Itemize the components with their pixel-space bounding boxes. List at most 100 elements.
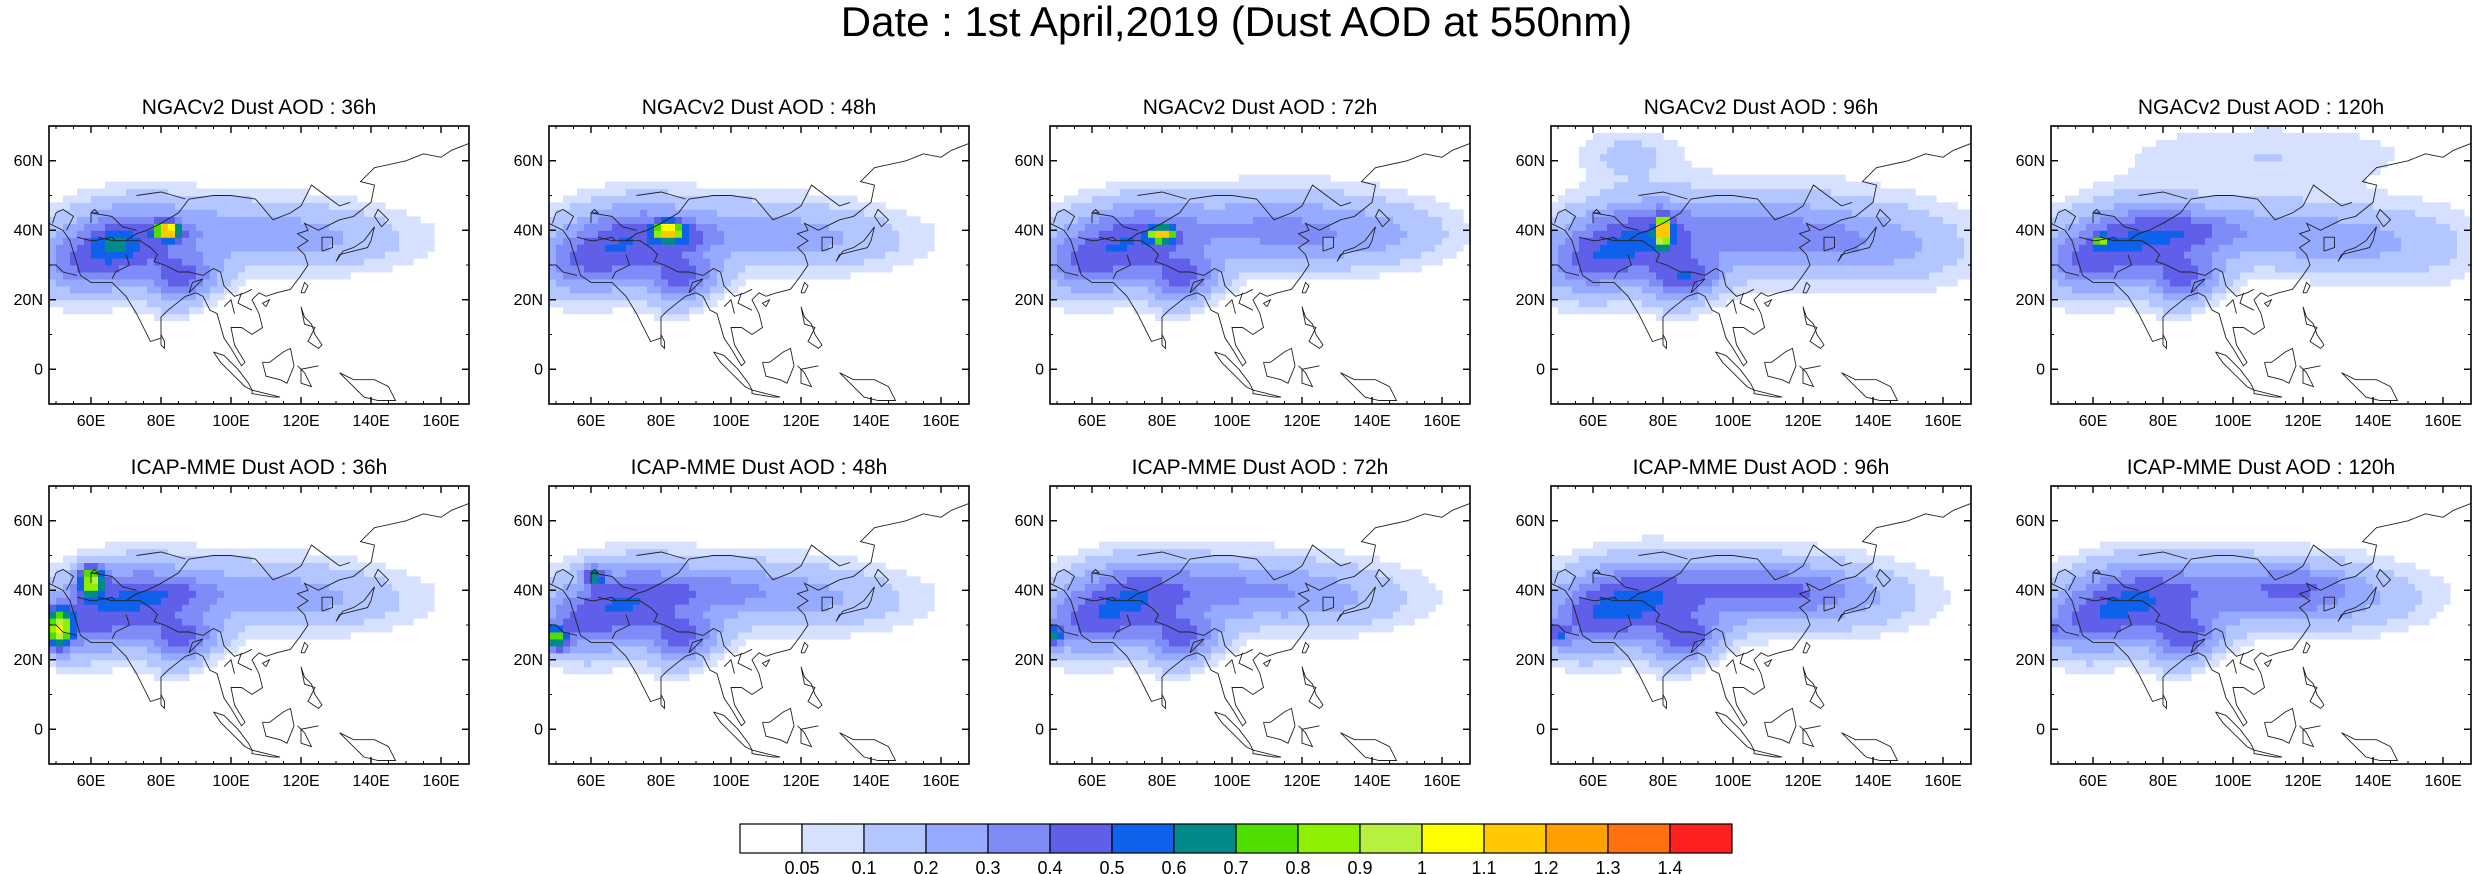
panel-title: NGACv2 Dust AOD : 48h <box>642 96 877 119</box>
lon-tick-label: 100E <box>1213 773 1250 790</box>
colorbar-box <box>1483 823 1547 854</box>
map-panel-icap-mme-72h: ICAP-MME Dust AOD : 72h 60N 40N 20N 0 60E 80E 1… <box>1015 456 1471 790</box>
coastlines <box>548 502 970 761</box>
lat-tick-label: 0 <box>2036 361 2045 378</box>
lat-tick-label: 20N <box>1516 652 1545 669</box>
lon-tick-label: 160E <box>1924 413 1961 430</box>
lat-tick-label: 20N <box>514 292 543 309</box>
lon-tick-label: 60E <box>1078 413 1106 430</box>
dust-aod-field <box>49 181 435 322</box>
lat-tick-label: 20N <box>1015 652 1044 669</box>
lon-tick-label: 140E <box>1854 773 1891 790</box>
lon-tick-label: 160E <box>922 773 959 790</box>
colorbar-box <box>1421 823 1485 854</box>
lon-tick-label: 100E <box>712 413 749 430</box>
lon-tick-label: 80E <box>1148 413 1176 430</box>
lon-tick-label: 60E <box>1078 773 1106 790</box>
lat-tick-label: 40N <box>14 582 43 599</box>
lon-tick-label: 80E <box>1649 773 1677 790</box>
lat-tick-label: 20N <box>2016 652 2045 669</box>
colorbar-box <box>1173 823 1237 854</box>
dust-aod-field <box>2051 126 2472 322</box>
lat-tick-label: 40N <box>1516 222 1545 239</box>
coastlines <box>1550 502 1972 761</box>
lat-tick-label: 60N <box>514 513 543 530</box>
colorbar-label: 1 <box>1417 858 1427 874</box>
panel-title: ICAP-MME Dust AOD : 36h <box>131 456 388 479</box>
lon-tick-label: 80E <box>647 773 675 790</box>
lon-tick-label: 100E <box>212 773 249 790</box>
panel-title: NGACv2 Dust AOD : 96h <box>1644 96 1879 119</box>
lon-tick-label: 60E <box>577 413 605 430</box>
dust-aod-field <box>549 181 935 322</box>
colorbar-box <box>801 823 865 854</box>
dust-aod-field <box>1551 534 1951 682</box>
coastlines <box>48 502 470 761</box>
lat-tick-label: 40N <box>1015 582 1044 599</box>
panel-title: ICAP-MME Dust AOD : 48h <box>631 456 888 479</box>
colorbar-label: 1.1 <box>1471 858 1496 874</box>
lat-tick-label: 0 <box>1536 361 1545 378</box>
lat-tick-label: 0 <box>34 721 43 738</box>
lat-tick-label: 40N <box>2016 222 2045 239</box>
lat-tick-label: 20N <box>1516 292 1545 309</box>
panel-title: NGACv2 Dust AOD : 120h <box>2138 96 2384 119</box>
lon-tick-label: 120E <box>2284 773 2321 790</box>
panel-title: ICAP-MME Dust AOD : 72h <box>1132 456 1389 479</box>
lat-tick-label: 20N <box>2016 292 2045 309</box>
map-panel-ngacv2-120h: NGACv2 Dust AOD : 120h 60N 40N 20N 0 60E 80E 10… <box>2016 96 2472 430</box>
map-panel-icap-mme-96h: ICAP-MME Dust AOD : 96h 60N 40N 20N 0 60E 80E 1… <box>1516 456 1972 790</box>
lat-tick-label: 0 <box>1035 721 1044 738</box>
colorbar-label: 1.2 <box>1533 858 1558 874</box>
lon-tick-label: 60E <box>2079 773 2107 790</box>
colorbar-box <box>1607 823 1671 854</box>
lon-tick-label: 140E <box>2354 413 2391 430</box>
colorbar-box <box>925 823 989 854</box>
lat-tick-label: 40N <box>1015 222 1044 239</box>
dust-aod-field <box>1050 174 1471 322</box>
lon-tick-label: 60E <box>1579 773 1607 790</box>
lon-tick-label: 120E <box>1283 773 1320 790</box>
lon-tick-label: 140E <box>2354 773 2391 790</box>
panel-title: NGACv2 Dust AOD : 72h <box>1143 96 1378 119</box>
lat-tick-label: 60N <box>1015 153 1044 170</box>
colorbar-label: 0.8 <box>1285 858 1310 874</box>
lon-tick-label: 120E <box>1283 413 1320 430</box>
lon-tick-label: 100E <box>1213 413 1250 430</box>
map-panel-ngacv2-96h: NGACv2 Dust AOD : 96h 60N 40N 20N 0 60E 80E 100… <box>1516 96 1972 430</box>
lon-tick-label: 80E <box>2149 773 2177 790</box>
colorbar-box <box>1297 823 1361 854</box>
dust-aod-field <box>1050 541 1443 682</box>
coastlines <box>48 142 470 401</box>
lat-tick-label: 60N <box>1015 513 1044 530</box>
lon-tick-label: 140E <box>352 413 389 430</box>
lat-tick-label: 0 <box>534 721 543 738</box>
figure-title: Date : 1st April,2019 (Dust AOD at 550nm… <box>840 0 1633 45</box>
coastlines <box>1049 142 1471 401</box>
coastlines <box>2050 142 2472 401</box>
colorbar-box <box>987 823 1051 854</box>
lon-tick-label: 120E <box>782 413 819 430</box>
lon-tick-label: 60E <box>77 773 105 790</box>
coastlines <box>2050 502 2472 761</box>
lon-tick-label: 60E <box>2079 413 2107 430</box>
lon-tick-label: 120E <box>2284 413 2321 430</box>
lon-tick-label: 140E <box>1353 773 1390 790</box>
lon-tick-label: 140E <box>852 773 889 790</box>
lon-tick-label: 80E <box>2149 413 2177 430</box>
map-panel-icap-mme-36h: ICAP-MME Dust AOD : 36h 60N 40N 20N 0 60E 80E 1… <box>14 456 470 790</box>
lat-tick-label: 60N <box>1516 513 1545 530</box>
lat-tick-label: 40N <box>2016 582 2045 599</box>
dust-aod-field <box>2051 541 2451 682</box>
lon-tick-label: 120E <box>282 773 319 790</box>
lon-tick-label: 60E <box>77 413 105 430</box>
panel-title: ICAP-MME Dust AOD : 120h <box>2127 456 2395 479</box>
lat-tick-label: 60N <box>1516 153 1545 170</box>
lon-tick-label: 100E <box>1714 413 1751 430</box>
lon-tick-label: 140E <box>1353 413 1390 430</box>
colorbar-label: 0.7 <box>1223 858 1248 874</box>
map-panel-ngacv2-72h: NGACv2 Dust AOD : 72h 60N 40N 20N 0 60E 80E 100… <box>1015 96 1471 430</box>
colorbar-box <box>1235 823 1299 854</box>
colorbar-box <box>1545 823 1609 854</box>
dust-aod-field <box>49 541 435 682</box>
